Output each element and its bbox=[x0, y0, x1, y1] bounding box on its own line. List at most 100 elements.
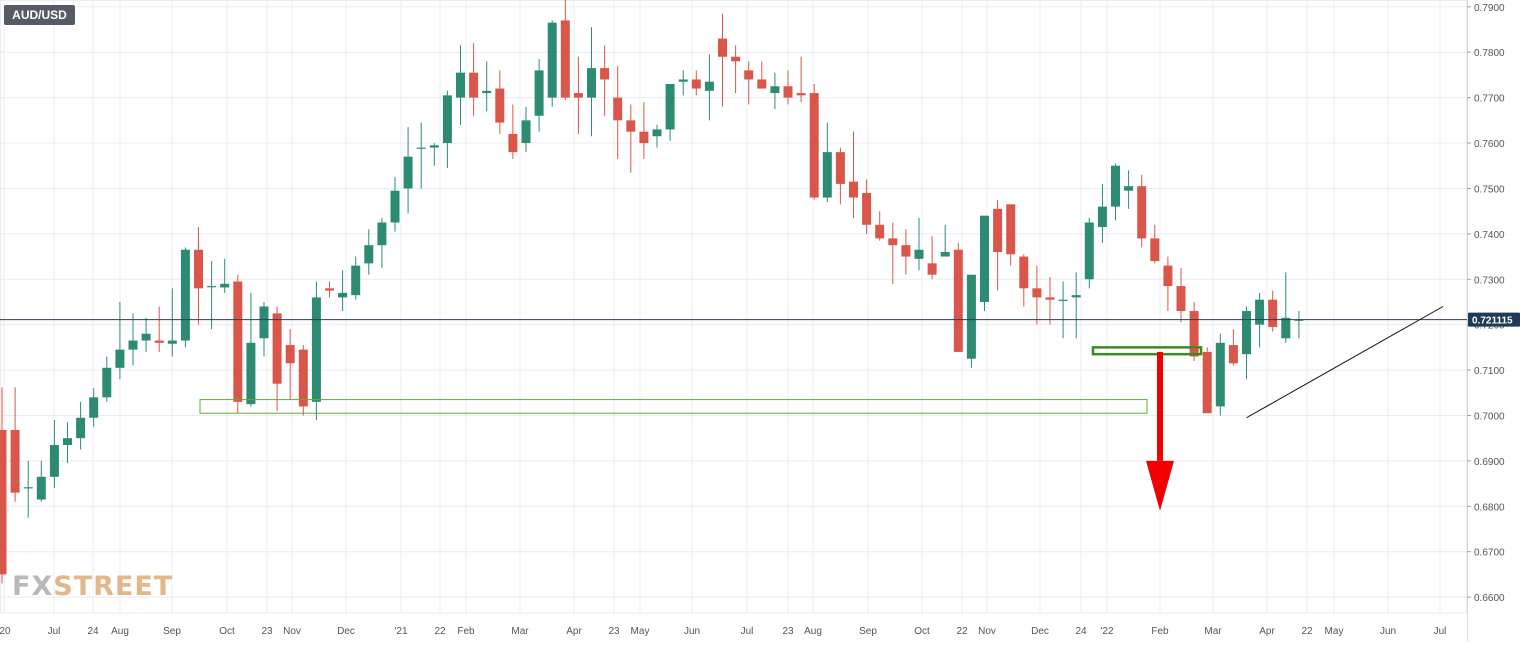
candle-body bbox=[600, 68, 610, 80]
candle-body bbox=[1019, 256, 1029, 289]
x-tick-label: Oct bbox=[914, 626, 930, 637]
current-price-badge bbox=[1468, 312, 1520, 327]
candle-body bbox=[1032, 288, 1042, 298]
x-tick-label: 24 bbox=[87, 626, 99, 637]
support-zone-lower bbox=[199, 399, 1148, 414]
candle-body bbox=[1124, 186, 1134, 191]
candle-body bbox=[1176, 286, 1186, 312]
candle-body bbox=[10, 430, 20, 493]
annotations: 0.721115 bbox=[0, 306, 1520, 511]
candle-body bbox=[141, 333, 151, 341]
candle-body bbox=[1202, 351, 1212, 414]
candle-body bbox=[89, 397, 99, 418]
x-tick-label: Mar bbox=[1204, 626, 1222, 637]
x-tick-label: 24 bbox=[1075, 626, 1087, 637]
plot-border bbox=[0, 0, 1467, 614]
candle-body bbox=[23, 487, 33, 489]
candle-body bbox=[914, 249, 924, 259]
x-tick-label: 23 bbox=[261, 626, 273, 637]
candle-body bbox=[1006, 204, 1016, 255]
candle-body bbox=[1281, 317, 1291, 339]
candle-body bbox=[704, 81, 714, 91]
x-tick-label: Dec bbox=[1031, 626, 1049, 637]
candle-body bbox=[744, 70, 754, 80]
candle-body bbox=[194, 249, 203, 289]
candle-body bbox=[678, 79, 688, 82]
candle-body bbox=[835, 152, 845, 184]
arrow-shaft bbox=[1157, 351, 1163, 461]
candle-body bbox=[993, 208, 1003, 253]
candle-body bbox=[416, 147, 426, 149]
candle-body bbox=[573, 93, 583, 98]
x-tick-label: Oct bbox=[219, 626, 235, 637]
x-tick-label: 23 bbox=[782, 626, 794, 637]
candle-body bbox=[456, 72, 465, 98]
candle-body bbox=[1058, 299, 1068, 301]
x-tick-label: Aug bbox=[111, 626, 129, 637]
candle-body bbox=[560, 20, 570, 98]
candle-body bbox=[259, 306, 269, 339]
y-tick-label: 0.7900 bbox=[1474, 3, 1505, 14]
candle-body bbox=[338, 292, 348, 298]
x-tick-label: Dec bbox=[337, 626, 355, 637]
candle-body bbox=[246, 342, 256, 405]
candle-body bbox=[1150, 238, 1160, 262]
candle-body bbox=[325, 288, 334, 291]
candle-body bbox=[1137, 186, 1147, 239]
candle-body bbox=[167, 340, 177, 344]
x-tick-label: Aug bbox=[804, 626, 822, 637]
candle-body bbox=[364, 245, 374, 264]
candle-body bbox=[429, 145, 439, 148]
y-tick-label: 0.7500 bbox=[1474, 184, 1505, 195]
candle-body bbox=[809, 93, 819, 198]
candle-body bbox=[534, 70, 544, 116]
candle-body bbox=[639, 131, 649, 144]
y-tick-label: 0.6900 bbox=[1474, 457, 1505, 468]
x-tick-label: Jul bbox=[48, 626, 61, 637]
candle-body bbox=[1294, 319, 1304, 321]
x-tick-label: Nov bbox=[978, 626, 996, 637]
candle-body bbox=[927, 263, 937, 275]
x-tick-label: Mar bbox=[511, 626, 529, 637]
candle-body bbox=[76, 417, 86, 439]
x-tick-label: 22 bbox=[434, 626, 446, 637]
candle-body bbox=[1071, 295, 1081, 298]
candle-body bbox=[482, 90, 492, 94]
candle-body bbox=[626, 120, 636, 132]
y-tick-label: 0.6700 bbox=[1474, 548, 1505, 559]
arrow-head bbox=[1146, 460, 1174, 511]
candle-body bbox=[390, 190, 400, 223]
y-tick-label: 0.7300 bbox=[1474, 275, 1505, 286]
candle-body bbox=[0, 430, 7, 575]
candle-body bbox=[888, 238, 898, 246]
candle-body bbox=[587, 68, 596, 98]
candle-body bbox=[1189, 311, 1199, 357]
y-tick-label: 0.7100 bbox=[1474, 366, 1505, 377]
candle-body bbox=[901, 245, 911, 257]
x-tick-label: 23 bbox=[608, 626, 620, 637]
y-tick-label: 0.7400 bbox=[1474, 230, 1505, 241]
x-tick-label: Nov bbox=[283, 626, 301, 637]
candle-body bbox=[1111, 165, 1120, 207]
candle-body bbox=[966, 274, 976, 359]
candle-body bbox=[180, 249, 190, 341]
support-zone-upper bbox=[1091, 346, 1203, 356]
symbol-label: AUD/USD bbox=[4, 5, 75, 25]
x-tick-label: '20 bbox=[0, 626, 11, 637]
candle-body bbox=[849, 181, 858, 198]
y-tick-label: 0.7600 bbox=[1474, 139, 1505, 150]
x-tick-label: Jul bbox=[1434, 626, 1447, 637]
candles bbox=[0, 0, 1304, 584]
x-tick-label: Feb bbox=[1151, 626, 1169, 637]
candle-body bbox=[521, 120, 531, 144]
candle-body bbox=[731, 56, 741, 62]
candle-body bbox=[351, 265, 361, 296]
candle-body bbox=[940, 252, 950, 257]
x-tick-label: Sep bbox=[163, 626, 181, 637]
x-tick-label: Apr bbox=[1259, 626, 1275, 637]
current-price-label: 0.721115 bbox=[1472, 316, 1513, 327]
candle-body bbox=[63, 438, 72, 445]
x-tick-label: Jun bbox=[684, 626, 700, 637]
candle-body bbox=[718, 38, 727, 57]
